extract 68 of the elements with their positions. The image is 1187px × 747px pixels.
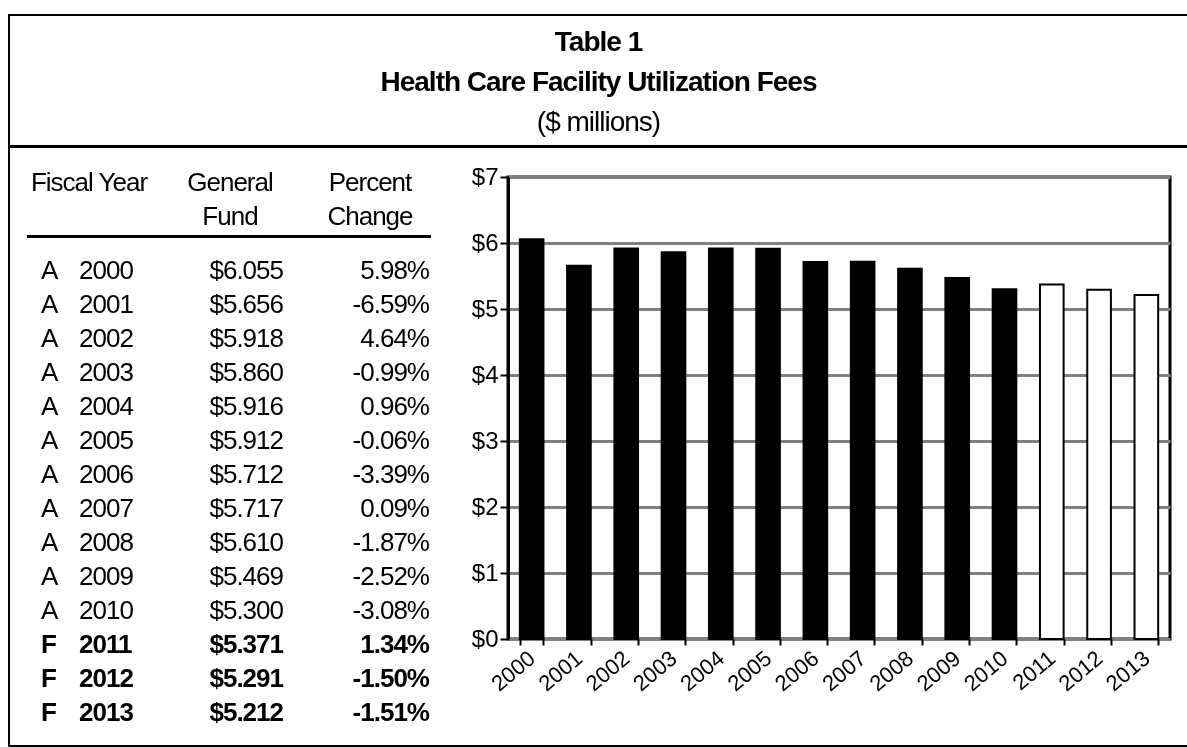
category-label: 2007	[79, 493, 133, 523]
text: 1.34%	[360, 628, 429, 661]
text: F	[41, 696, 56, 729]
text: A	[41, 288, 58, 321]
y-tick-label: $5	[471, 294, 499, 322]
text: $5.912	[209, 424, 283, 457]
text: $5.918	[209, 322, 283, 355]
text: F	[41, 628, 56, 661]
category-label: 2006	[79, 459, 133, 489]
text: -1.87%	[352, 526, 429, 559]
text: $5.860	[209, 356, 283, 389]
text: $5.717	[209, 492, 283, 525]
text: A	[41, 458, 58, 491]
text: $5.291	[209, 662, 283, 695]
y-tick-label: $2	[471, 492, 499, 520]
text: $5.300	[209, 594, 283, 627]
text: A	[41, 356, 58, 389]
text: -1.51%	[352, 696, 429, 729]
text: A	[41, 424, 58, 457]
category-label: 2003	[79, 357, 133, 387]
category-label: 2010	[79, 595, 133, 625]
text: -3.08%	[352, 594, 429, 627]
category-label: 2008	[79, 527, 133, 557]
y-tick-label: $7	[471, 162, 499, 190]
text: $5.469	[209, 560, 283, 593]
category-label: 2002	[79, 323, 133, 353]
text: $5.712	[209, 458, 283, 491]
text: $5.656	[209, 288, 283, 321]
text: A	[41, 254, 58, 287]
chart-subtitle: Health Care Facility Utilization Fees	[379, 65, 818, 99]
text: A	[41, 594, 58, 627]
text: 0.96%	[360, 390, 429, 423]
text: A	[41, 322, 58, 355]
text: 4.64%	[360, 322, 429, 355]
y-tick-label: $1	[471, 558, 499, 586]
category-label: 2001	[79, 289, 133, 319]
text: $5.371	[209, 628, 283, 661]
text: $5.610	[209, 526, 283, 559]
text: 5.98%	[360, 254, 429, 287]
text: $5.916	[209, 390, 283, 423]
text: A	[41, 390, 58, 423]
category-label: 2000	[79, 255, 133, 285]
text: 0.09%	[360, 492, 429, 525]
chart-title: Table 1	[553, 25, 644, 59]
category-label: 2004	[79, 391, 133, 421]
y-tick-label: $4	[471, 360, 499, 388]
text: Fiscal Year	[29, 166, 149, 199]
text: -1.50%	[352, 662, 429, 695]
y-tick-label: $0	[471, 624, 499, 652]
text: General Fund	[186, 166, 274, 233]
text: -3.39%	[352, 458, 429, 491]
text: -0.99%	[352, 356, 429, 389]
text: -2.52%	[352, 560, 429, 593]
text: $6.055	[209, 254, 283, 287]
y-tick-label: $6	[471, 228, 499, 256]
text: $5.212	[209, 696, 283, 729]
category-label: 2005	[79, 425, 133, 455]
text: -6.59%	[352, 288, 429, 321]
category-label: 2013	[79, 697, 133, 727]
category-label: 2009	[79, 561, 133, 591]
text: Percent Change	[326, 166, 414, 233]
text: -0.06%	[352, 424, 429, 457]
text: ($ millions)	[535, 105, 662, 139]
text: A	[41, 526, 58, 559]
text: A	[41, 560, 58, 593]
text: A	[41, 492, 58, 525]
text: F	[41, 662, 56, 695]
y-tick-label: $3	[471, 426, 499, 454]
